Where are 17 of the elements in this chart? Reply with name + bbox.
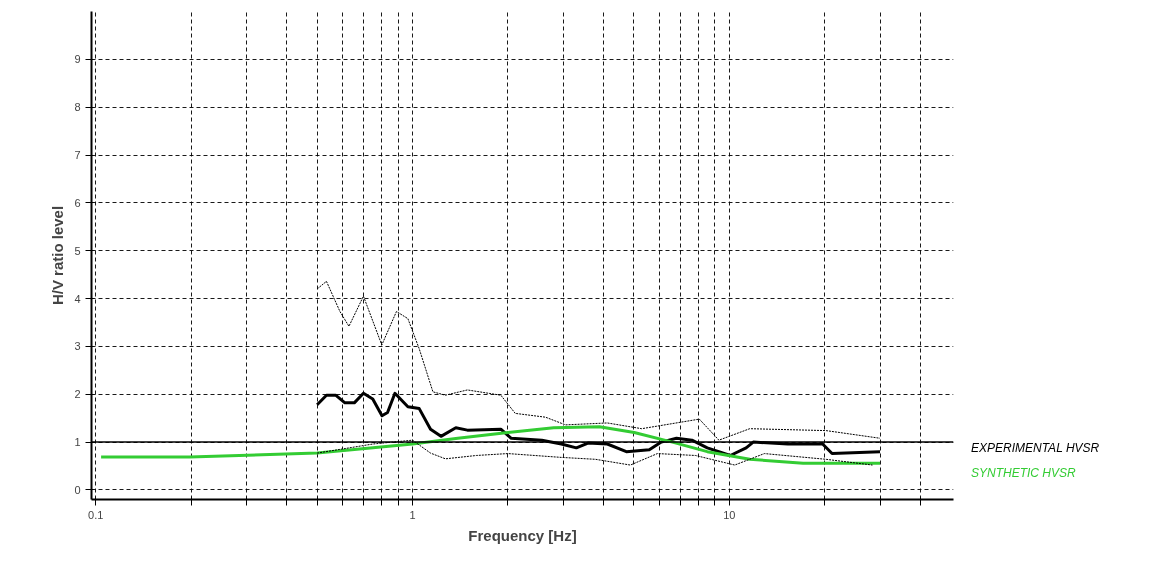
- x-tick-label: 0.1: [88, 508, 104, 521]
- y-tick-label: 4: [74, 292, 81, 305]
- y-tick-label: 2: [74, 388, 81, 401]
- y-tick-label: 6: [74, 196, 81, 209]
- y-tick-label: 8: [74, 101, 81, 114]
- y-tick-label: 0: [74, 483, 81, 496]
- y-tick-label: 5: [74, 244, 81, 257]
- y-tick-label: 1: [74, 436, 81, 449]
- text: EXPERIMENTAL HVSR: [971, 440, 1100, 457]
- y-tick-label: 3: [74, 340, 81, 353]
- text: SYNTHETIC HVSR: [971, 465, 1077, 483]
- x-tick-label: 10: [723, 508, 736, 521]
- x-axis-title: Frequency [Hz]: [468, 526, 577, 544]
- y-tick-label: 9: [74, 53, 81, 66]
- x-tick-label: 1: [409, 508, 416, 521]
- y-tick-label: 7: [74, 149, 81, 162]
- y-axis-title: H/V ratio level: [49, 205, 67, 306]
